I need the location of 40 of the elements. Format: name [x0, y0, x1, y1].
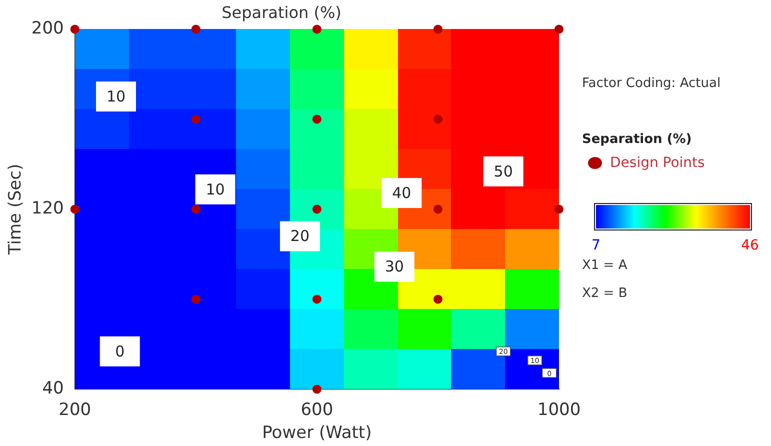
point	[312, 24, 322, 34]
point	[312, 204, 322, 214]
point	[554, 24, 564, 34]
point	[433, 114, 442, 124]
point	[433, 294, 442, 304]
point	[191, 24, 200, 34]
point	[433, 204, 442, 214]
annotation: 0	[115, 342, 125, 360]
x-axis-title: Power (Watt)	[262, 423, 372, 444]
legend-label: Design Points	[610, 155, 705, 171]
annotation: 30	[384, 258, 404, 276]
y-tick-label: 120	[31, 198, 64, 219]
text: X1 = A	[582, 258, 628, 273]
color-bar-label: 46	[741, 238, 759, 254]
x-tick-label: 200	[58, 400, 92, 420]
point	[433, 24, 442, 34]
annotation: 50	[494, 162, 513, 180]
point	[70, 204, 80, 214]
x-tick-label: 600	[300, 400, 334, 420]
x-tick-label: 1000	[537, 400, 581, 420]
point	[312, 114, 322, 124]
point	[191, 294, 200, 304]
color-bar-label: 7	[592, 238, 600, 254]
point	[191, 204, 200, 214]
annotation: 10	[206, 180, 225, 198]
y-tick-label: 40	[42, 378, 64, 399]
point	[191, 114, 200, 124]
text: X2 = B	[582, 286, 628, 301]
y-axis-title: Time (Sec)	[6, 164, 26, 256]
y-tick-label: 200	[31, 18, 64, 39]
point	[70, 24, 80, 34]
annotation: 40	[392, 184, 412, 202]
text: Factor Coding: Actual	[582, 76, 721, 91]
point	[312, 294, 322, 304]
annotation: 10	[106, 87, 126, 106]
point	[312, 384, 322, 394]
chart-title: Separation (%)	[222, 2, 342, 22]
annotation: 20	[290, 227, 310, 246]
point	[554, 204, 564, 214]
legend-title: Separation (%)	[582, 132, 693, 147]
